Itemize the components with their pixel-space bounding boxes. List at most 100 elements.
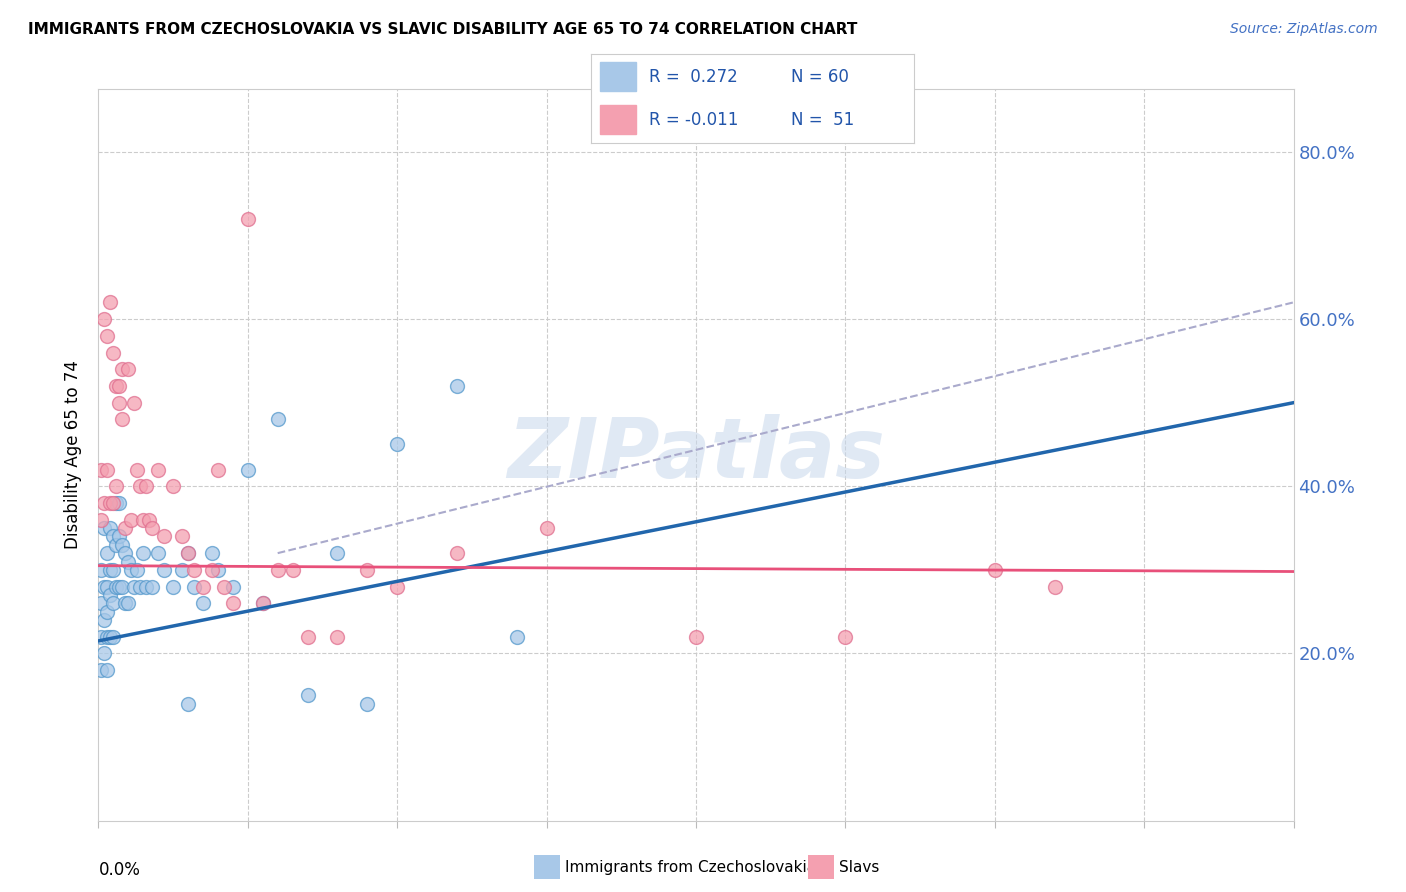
Point (100, 295, 122, 310)
Point (172, 529, 194, 543)
Point (297, 688, 319, 702)
Text: 0.0%: 0.0% (98, 861, 141, 879)
Point (326, 630, 349, 644)
Point (96, 546, 118, 560)
Point (111, 580, 134, 594)
Point (111, 362, 134, 376)
Point (114, 596, 136, 610)
Point (124, 395, 146, 409)
Point (135, 580, 157, 594)
Point (148, 462, 170, 476)
Point (108, 379, 131, 393)
Point (117, 596, 139, 610)
Point (252, 596, 274, 610)
Point (111, 538, 134, 552)
Point (132, 546, 155, 560)
Text: IMMIGRANTS FROM CZECHOSLOVAKIA VS SLAVIC DISABILITY AGE 65 TO 74 CORRELATION CHA: IMMIGRANTS FROM CZECHOSLOVAKIA VS SLAVIC… (28, 22, 858, 37)
Point (252, 596, 274, 610)
Point (212, 580, 235, 594)
Point (356, 563, 378, 577)
Point (103, 563, 125, 577)
Point (177, 697, 200, 711)
Point (356, 697, 378, 711)
Point (108, 496, 131, 510)
Point (138, 513, 160, 527)
Point (108, 529, 131, 543)
Point (93, 613, 115, 627)
Point (135, 479, 157, 493)
Point (834, 630, 856, 644)
Point (984, 563, 1007, 577)
Point (191, 580, 214, 594)
Point (100, 496, 122, 510)
Point (183, 580, 205, 594)
Point (120, 563, 142, 577)
Point (93, 521, 115, 535)
Point (103, 496, 125, 510)
Point (191, 596, 214, 610)
Point (127, 462, 149, 476)
Point (117, 362, 139, 376)
Point (162, 479, 184, 493)
Point (96, 580, 118, 594)
Point (326, 546, 349, 560)
Point (141, 580, 163, 594)
Point (100, 563, 122, 577)
Text: Slavs: Slavs (839, 860, 880, 874)
Point (93, 496, 115, 510)
Point (111, 412, 134, 426)
Point (90, 462, 112, 476)
Point (100, 588, 122, 602)
Point (96, 630, 118, 644)
Point (148, 546, 170, 560)
Text: R =  0.272: R = 0.272 (648, 68, 738, 86)
Text: R = -0.011: R = -0.011 (648, 111, 738, 128)
Point (114, 546, 136, 560)
Point (141, 521, 163, 535)
Point (129, 580, 152, 594)
Point (103, 345, 125, 359)
Point (385, 580, 409, 594)
Bar (600, 62, 636, 91)
Text: ZIPatlas: ZIPatlas (508, 415, 884, 495)
Point (201, 563, 224, 577)
Point (93, 580, 115, 594)
Point (177, 546, 200, 560)
Point (93, 647, 115, 661)
Point (222, 580, 245, 594)
Point (103, 630, 125, 644)
Point (117, 554, 139, 568)
Text: Source: ZipAtlas.com: Source: ZipAtlas.com (1230, 22, 1378, 37)
Point (105, 496, 128, 510)
Point (90, 563, 112, 577)
Point (236, 462, 259, 476)
Point (153, 563, 176, 577)
Point (100, 630, 122, 644)
Point (207, 462, 229, 476)
Point (108, 580, 131, 594)
Point (96, 328, 118, 343)
Point (93, 312, 115, 326)
Point (90, 513, 112, 527)
Point (685, 630, 707, 644)
Point (105, 580, 128, 594)
Point (105, 479, 128, 493)
Point (114, 521, 136, 535)
Point (207, 563, 229, 577)
Point (297, 630, 319, 644)
Point (90, 663, 112, 677)
Point (100, 521, 122, 535)
Point (446, 546, 468, 560)
Point (153, 529, 176, 543)
Point (90, 596, 112, 610)
Text: Immigrants from Czechoslovakia: Immigrants from Czechoslovakia (565, 860, 817, 874)
Bar (600, 105, 636, 134)
Point (172, 563, 194, 577)
Point (183, 563, 205, 577)
Point (281, 563, 304, 577)
Point (446, 379, 468, 393)
Point (506, 630, 529, 644)
Point (103, 596, 125, 610)
Text: N =  51: N = 51 (792, 111, 855, 128)
Point (177, 546, 200, 560)
